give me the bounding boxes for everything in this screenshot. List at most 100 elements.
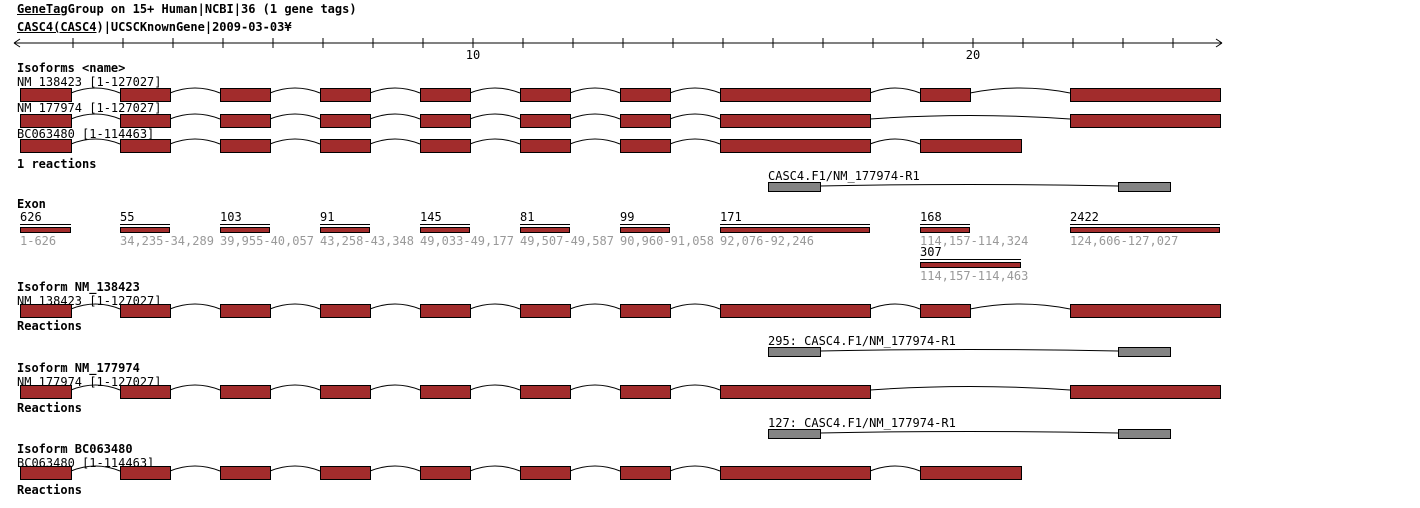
- exon-box[interactable]: [1070, 88, 1221, 102]
- exon-box[interactable]: [20, 385, 72, 399]
- genetag-link[interactable]: GeneTag: [17, 2, 68, 16]
- reaction-box[interactable]: [768, 347, 821, 357]
- isoform-track-BC063480[interactable]: [0, 138, 1420, 154]
- exon-box[interactable]: [620, 304, 671, 318]
- exon-bar[interactable]: [720, 227, 870, 233]
- isoform-track-NM_177974[interactable]: [0, 113, 1420, 129]
- exon-box[interactable]: [320, 304, 371, 318]
- exon-box[interactable]: [120, 385, 171, 399]
- reaction-track-295[interactable]: [0, 346, 1420, 360]
- exon-box[interactable]: [120, 304, 171, 318]
- exon-bar[interactable]: [120, 227, 170, 233]
- exon-size-label[interactable]: 307: [920, 246, 1021, 260]
- reaction-box[interactable]: [768, 429, 821, 439]
- exon-size-label[interactable]: 171: [720, 211, 870, 225]
- exon-box[interactable]: [420, 139, 471, 153]
- reaction-track[interactable]: [0, 181, 1420, 195]
- exon-bar[interactable]: [1070, 227, 1220, 233]
- exon-box[interactable]: [420, 385, 471, 399]
- exon-box[interactable]: [20, 88, 72, 102]
- exon-box[interactable]: [620, 88, 671, 102]
- section-track-NM_138423[interactable]: [0, 303, 1420, 319]
- exon-size-label[interactable]: 91: [320, 211, 370, 225]
- exon-box[interactable]: [220, 466, 271, 480]
- exon-box[interactable]: [920, 304, 971, 318]
- reaction-box[interactable]: [1118, 182, 1171, 192]
- reaction-box[interactable]: [768, 182, 821, 192]
- exon-box[interactable]: [620, 466, 671, 480]
- reaction-box[interactable]: [1118, 429, 1171, 439]
- exon-bar[interactable]: [920, 227, 970, 233]
- exon-box[interactable]: [720, 114, 871, 128]
- exon-box[interactable]: [220, 139, 271, 153]
- exon-box[interactable]: [220, 88, 271, 102]
- exon-box[interactable]: [320, 466, 371, 480]
- exon-box[interactable]: [520, 385, 571, 399]
- exon-bar[interactable]: [620, 227, 670, 233]
- exon-box[interactable]: [1070, 385, 1221, 399]
- exon-box[interactable]: [720, 88, 871, 102]
- exon-size-label[interactable]: 2422: [1070, 211, 1220, 225]
- exon-box[interactable]: [120, 466, 171, 480]
- exon-size-label[interactable]: 103: [220, 211, 270, 225]
- exon-box[interactable]: [420, 88, 471, 102]
- exon-box[interactable]: [720, 304, 871, 318]
- reaction-track-127[interactable]: [0, 428, 1420, 442]
- exon-box[interactable]: [20, 304, 72, 318]
- section-track-NM_177974[interactable]: [0, 384, 1420, 400]
- exon-box[interactable]: [420, 466, 471, 480]
- exon-section-title: Exon: [17, 197, 46, 211]
- exon-box[interactable]: [520, 88, 571, 102]
- exon-entry: 103 39,955-40,057: [220, 211, 314, 247]
- exon-box[interactable]: [720, 139, 871, 153]
- exon-box[interactable]: [20, 139, 72, 153]
- exon-entry: 2422 124,606-127,027: [1070, 211, 1220, 247]
- exon-bar[interactable]: [320, 227, 370, 233]
- exon-size-label[interactable]: 168: [920, 211, 970, 225]
- exon-box[interactable]: [20, 466, 72, 480]
- exon-bar[interactable]: [220, 227, 270, 233]
- exon-box[interactable]: [920, 88, 971, 102]
- isoform-track-NM_138423[interactable]: [0, 87, 1420, 103]
- section-track-BC063480[interactable]: [0, 465, 1420, 481]
- exon-bar[interactable]: [20, 227, 71, 233]
- exon-size-label[interactable]: 99: [620, 211, 670, 225]
- exon-box[interactable]: [320, 88, 371, 102]
- exon-box[interactable]: [220, 385, 271, 399]
- exon-box[interactable]: [20, 114, 72, 128]
- exon-size-label[interactable]: 81: [520, 211, 570, 225]
- exon-box[interactable]: [520, 466, 571, 480]
- reaction-box[interactable]: [1118, 347, 1171, 357]
- exon-size-label[interactable]: 626: [20, 211, 71, 225]
- exon-box[interactable]: [120, 88, 171, 102]
- exon-box[interactable]: [520, 139, 571, 153]
- exon-bar[interactable]: [420, 227, 470, 233]
- exon-box[interactable]: [220, 304, 271, 318]
- exon-box[interactable]: [520, 304, 571, 318]
- exon-box[interactable]: [720, 466, 871, 480]
- exon-box[interactable]: [620, 114, 671, 128]
- exon-box[interactable]: [620, 139, 671, 153]
- exon-box[interactable]: [320, 114, 371, 128]
- exon-size-label[interactable]: 55: [120, 211, 170, 225]
- reaction-label-295: 295: CASC4.F1/NM_177974-R1: [768, 334, 956, 348]
- exon-box[interactable]: [420, 114, 471, 128]
- exon-box[interactable]: [1070, 114, 1221, 128]
- exon-box[interactable]: [320, 385, 371, 399]
- exon-box[interactable]: [620, 385, 671, 399]
- exon-box[interactable]: [320, 139, 371, 153]
- exon-box[interactable]: [920, 139, 1022, 153]
- exon-box[interactable]: [1070, 304, 1221, 318]
- exon-bar[interactable]: [920, 262, 1021, 268]
- exon-size-label[interactable]: 145: [420, 211, 470, 225]
- exon-box[interactable]: [520, 114, 571, 128]
- header-line-2-text: )|UCSCKnownGene|2009-03-03¥: [96, 20, 292, 34]
- exon-box[interactable]: [120, 114, 171, 128]
- exon-box[interactable]: [420, 304, 471, 318]
- gene-link[interactable]: CASC4(CASC4: [17, 20, 97, 34]
- exon-box[interactable]: [720, 385, 871, 399]
- exon-bar[interactable]: [520, 227, 570, 233]
- exon-box[interactable]: [920, 466, 1022, 480]
- exon-box[interactable]: [220, 114, 271, 128]
- exon-box[interactable]: [120, 139, 171, 153]
